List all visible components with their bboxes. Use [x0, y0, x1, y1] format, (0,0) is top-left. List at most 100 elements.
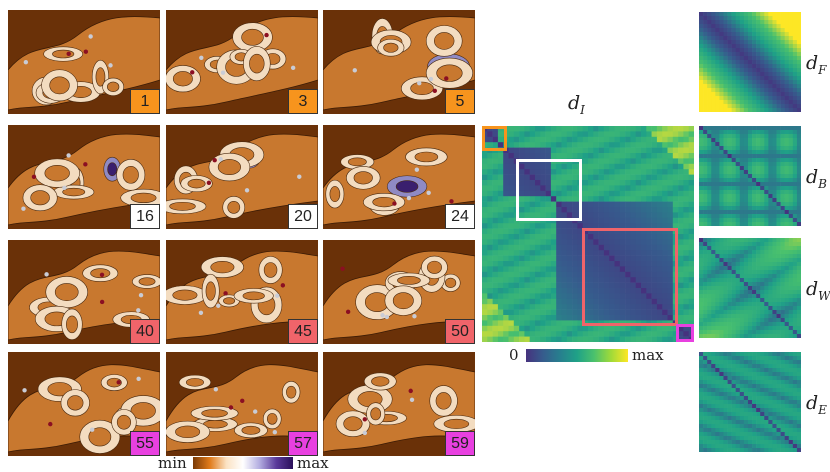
matrix-cell	[503, 255, 509, 262]
matrix-cell	[540, 244, 546, 251]
matrix-cell	[614, 336, 621, 343]
matrix-cell	[492, 325, 499, 332]
matrix-cell	[524, 169, 530, 175]
matrix-cell	[598, 244, 605, 251]
matrix-cell	[598, 207, 605, 213]
matrix-cell	[688, 266, 695, 273]
matrix-cell	[566, 320, 573, 327]
matrix-cell	[492, 185, 499, 192]
matrix-cell	[609, 180, 615, 186]
matrix-cell	[593, 271, 599, 278]
matrix-cell	[662, 212, 668, 219]
matrix-cell	[656, 244, 663, 251]
matrix-cell	[545, 126, 552, 132]
matrix-cell	[688, 190, 695, 197]
matrix-cell	[572, 201, 578, 208]
matrix-cell	[582, 304, 589, 310]
matrix-cell	[556, 331, 562, 337]
matrix-cell	[524, 250, 530, 256]
matrix-cell	[646, 309, 652, 316]
matrix-cell	[598, 142, 605, 148]
matrix-cell	[619, 298, 626, 305]
matrix-cell	[572, 320, 578, 327]
matrix-cell	[656, 217, 663, 224]
matrix-cell	[651, 315, 658, 321]
matrix-cell	[550, 201, 557, 208]
matrix-cell	[540, 266, 546, 273]
matrix-cell	[582, 255, 589, 262]
matrix-cell	[651, 207, 658, 213]
matrix-cell	[656, 212, 663, 219]
matrix-cell	[619, 142, 626, 148]
matrix-cell	[667, 250, 674, 256]
matrix-cell	[625, 277, 631, 283]
matrix-cell	[513, 298, 520, 305]
matrix-cell	[603, 315, 610, 321]
matrix-cell	[603, 266, 610, 273]
matrix-cell	[503, 293, 509, 300]
matrix-cell	[656, 239, 663, 246]
matrix-cell	[540, 320, 546, 327]
matrix-cell	[603, 228, 610, 235]
matrix-cell	[508, 315, 515, 321]
matrix-cell	[582, 250, 589, 256]
matrix-cell	[582, 217, 589, 224]
matrix-cell	[603, 223, 610, 229]
matrix-cell	[646, 288, 652, 294]
matrix-cell	[572, 174, 578, 181]
matrix-cell	[641, 298, 647, 305]
matrix-cell	[545, 288, 552, 294]
matrix-cell	[572, 147, 578, 154]
matrix-cell	[667, 158, 674, 165]
scalar-field-panel: 20	[166, 125, 318, 229]
matrix-cell	[577, 239, 583, 246]
matrix-cell	[672, 180, 679, 186]
matrix-cell	[482, 293, 488, 300]
scalar-colorbar-max-label: max	[297, 454, 329, 472]
matrix-cell	[503, 234, 509, 240]
matrix-cell	[529, 163, 536, 170]
matrix-cell	[519, 266, 525, 273]
matrix-cell	[566, 271, 573, 278]
matrix-cell	[572, 163, 578, 170]
matrix-cell	[492, 315, 499, 321]
timestep-badge: 24	[445, 204, 475, 229]
matrix-cell	[635, 136, 642, 143]
matrix-cell	[487, 190, 493, 197]
matrix-cell	[683, 315, 689, 321]
matrix-cell	[535, 212, 541, 219]
matrix-cell	[667, 185, 674, 192]
matrix-cell	[566, 234, 573, 240]
matrix-cell	[524, 190, 530, 197]
matrix-cell	[577, 136, 583, 143]
matrix-cell	[614, 331, 621, 337]
matrix-cell	[662, 158, 668, 165]
matrix-cell	[550, 293, 557, 300]
matrix-cell	[550, 261, 557, 267]
matrix-cell	[497, 223, 504, 229]
matrix-cell	[540, 153, 546, 159]
matrix-cell	[625, 255, 631, 262]
matrix-cell	[540, 234, 546, 240]
matrix-cell	[524, 126, 530, 132]
matrix-cell	[656, 174, 663, 181]
matrix-cell	[635, 126, 642, 132]
matrix-cell	[614, 250, 621, 256]
matrix-cell	[619, 185, 626, 192]
matrix-cell	[598, 250, 605, 256]
matrix-cell	[572, 239, 578, 246]
matrix-cell	[667, 325, 674, 332]
matrix-cell	[667, 315, 674, 321]
matrix-cell	[635, 228, 642, 235]
matrix-cell	[572, 207, 578, 213]
matrix-cell	[672, 153, 679, 159]
matrix-cell	[593, 315, 599, 321]
matrix-cell	[508, 180, 515, 186]
matrix-cell	[582, 153, 589, 159]
matrix-cell	[609, 158, 615, 165]
matrix-cell	[651, 277, 658, 283]
matrix-cell	[688, 153, 695, 159]
matrix-cell	[598, 223, 605, 229]
matrix-cell	[550, 336, 557, 343]
matrix-cell	[598, 261, 605, 267]
